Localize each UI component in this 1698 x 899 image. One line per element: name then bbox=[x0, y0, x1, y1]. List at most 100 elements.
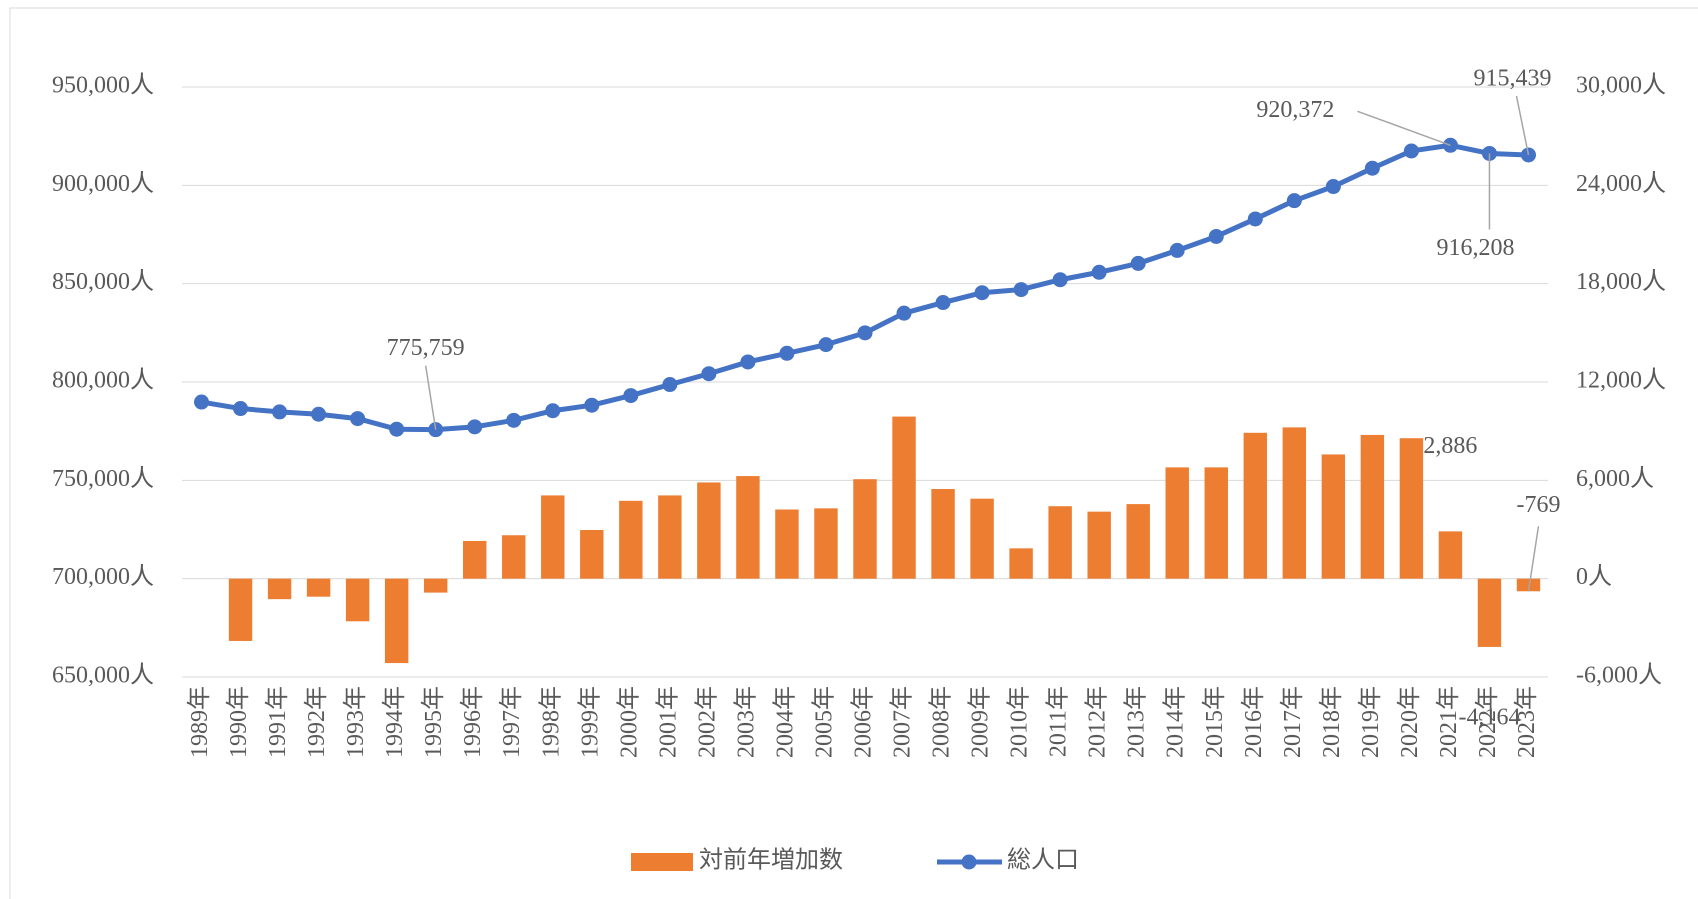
bar bbox=[814, 508, 838, 579]
line-point bbox=[896, 305, 912, 321]
legend-label: 総人口 bbox=[1007, 847, 1079, 874]
data-label: 916,208 bbox=[1436, 235, 1514, 261]
line-point bbox=[1247, 211, 1263, 227]
bar bbox=[580, 529, 604, 579]
x-tick-label: 2010年 bbox=[1006, 686, 1033, 758]
line-point bbox=[623, 388, 639, 404]
y2-tick-label: 12,000人 bbox=[1576, 368, 1666, 394]
x-tick-label: 1994年 bbox=[381, 686, 408, 758]
bar bbox=[1399, 438, 1424, 579]
data-label: 920,372 bbox=[1256, 97, 1334, 123]
line-point bbox=[935, 295, 951, 311]
bar bbox=[228, 578, 253, 641]
x-tick-label: 1997年 bbox=[498, 686, 525, 758]
x-tick-label: 1995年 bbox=[420, 686, 447, 758]
y2-tick-label: 24,000人 bbox=[1576, 171, 1666, 197]
bar bbox=[423, 578, 448, 593]
line-point bbox=[1013, 282, 1029, 298]
x-tick-label: 2020年 bbox=[1396, 686, 1423, 758]
line-point bbox=[857, 325, 873, 341]
x-tick-label: 2016年 bbox=[1240, 686, 1267, 758]
y2-tick-label: 6,000人 bbox=[1576, 466, 1654, 492]
bar bbox=[1360, 434, 1385, 579]
x-tick-label: 2005年 bbox=[810, 686, 837, 758]
x-tick-label: 2004年 bbox=[771, 686, 798, 758]
data-label: -4,164 bbox=[1458, 704, 1520, 730]
x-tick-label: 2019年 bbox=[1357, 686, 1384, 758]
line-point bbox=[1169, 242, 1185, 258]
y-tick-label: 900,000人 bbox=[52, 171, 154, 197]
bar bbox=[1282, 427, 1307, 579]
bar bbox=[658, 495, 682, 579]
bar bbox=[736, 476, 760, 579]
x-tick-label: 1991年 bbox=[264, 686, 291, 758]
line-point bbox=[1364, 160, 1380, 176]
line-point bbox=[545, 403, 561, 419]
x-tick-label: 2006年 bbox=[850, 686, 877, 758]
x-tick-label: 1990年 bbox=[225, 686, 252, 758]
x-tick-label: 2007年 bbox=[889, 686, 916, 758]
line-point bbox=[1091, 264, 1107, 280]
bar bbox=[1438, 531, 1463, 579]
legend-swatch bbox=[961, 854, 977, 870]
leader-line bbox=[1527, 526, 1540, 592]
line-point bbox=[1325, 179, 1341, 195]
line-point bbox=[1130, 255, 1146, 271]
line-point bbox=[389, 421, 405, 437]
line-point bbox=[194, 394, 210, 410]
bar bbox=[267, 578, 292, 600]
x-tick-label: 1999年 bbox=[576, 686, 603, 758]
x-tick-label: 2021年 bbox=[1435, 686, 1462, 758]
x-tick-label: 2001年 bbox=[654, 686, 681, 758]
line-point bbox=[584, 397, 600, 413]
line-point bbox=[662, 377, 678, 393]
x-tick-label: 2017年 bbox=[1279, 686, 1306, 758]
line-point bbox=[1286, 193, 1302, 209]
bar bbox=[1048, 506, 1072, 579]
line-point bbox=[311, 406, 327, 422]
y2-tick-label: -6,000人 bbox=[1576, 663, 1662, 689]
leader-line bbox=[1357, 110, 1451, 146]
x-tick-label: 2008年 bbox=[928, 686, 955, 758]
line-point bbox=[350, 411, 366, 427]
bar bbox=[463, 540, 487, 579]
x-tick-label: 2012年 bbox=[1084, 686, 1111, 758]
data-label: 2,886 bbox=[1423, 433, 1477, 459]
x-tick-label: 1993年 bbox=[342, 686, 369, 758]
chart-frame bbox=[9, 7, 1698, 899]
bar bbox=[1126, 504, 1150, 579]
bar bbox=[1516, 578, 1541, 592]
line-point bbox=[506, 412, 522, 428]
bar bbox=[541, 495, 565, 579]
line-point bbox=[818, 337, 834, 353]
legend-label: 対前年増加数 bbox=[699, 847, 843, 874]
x-tick-label: 1996年 bbox=[459, 686, 486, 758]
bar bbox=[853, 479, 877, 579]
y-tick-label: 750,000人 bbox=[52, 466, 154, 492]
line-point bbox=[701, 366, 717, 382]
y-tick-label: 650,000人 bbox=[52, 663, 154, 689]
bar bbox=[1477, 578, 1502, 647]
x-tick-label: 1992年 bbox=[303, 686, 330, 758]
x-tick-label: 1989年 bbox=[186, 686, 213, 758]
bar bbox=[345, 578, 370, 622]
bar bbox=[1243, 432, 1267, 579]
bar bbox=[306, 578, 331, 597]
x-tick-label: 2022年 bbox=[1474, 686, 1501, 758]
bar bbox=[1165, 467, 1189, 579]
line-point bbox=[233, 401, 249, 417]
line-point bbox=[467, 419, 483, 435]
line-point bbox=[740, 354, 756, 370]
y-tick-label: 950,000人 bbox=[52, 73, 154, 99]
line-point bbox=[779, 345, 795, 361]
line-point bbox=[1208, 228, 1224, 244]
bar bbox=[1009, 548, 1033, 579]
y-tick-label: 700,000人 bbox=[52, 564, 154, 590]
data-label: 915,439 bbox=[1473, 65, 1551, 91]
line-point bbox=[272, 404, 288, 420]
bar bbox=[619, 500, 643, 579]
x-tick-label: 1998年 bbox=[537, 686, 564, 758]
bar bbox=[775, 509, 799, 579]
line-point bbox=[1403, 143, 1419, 159]
